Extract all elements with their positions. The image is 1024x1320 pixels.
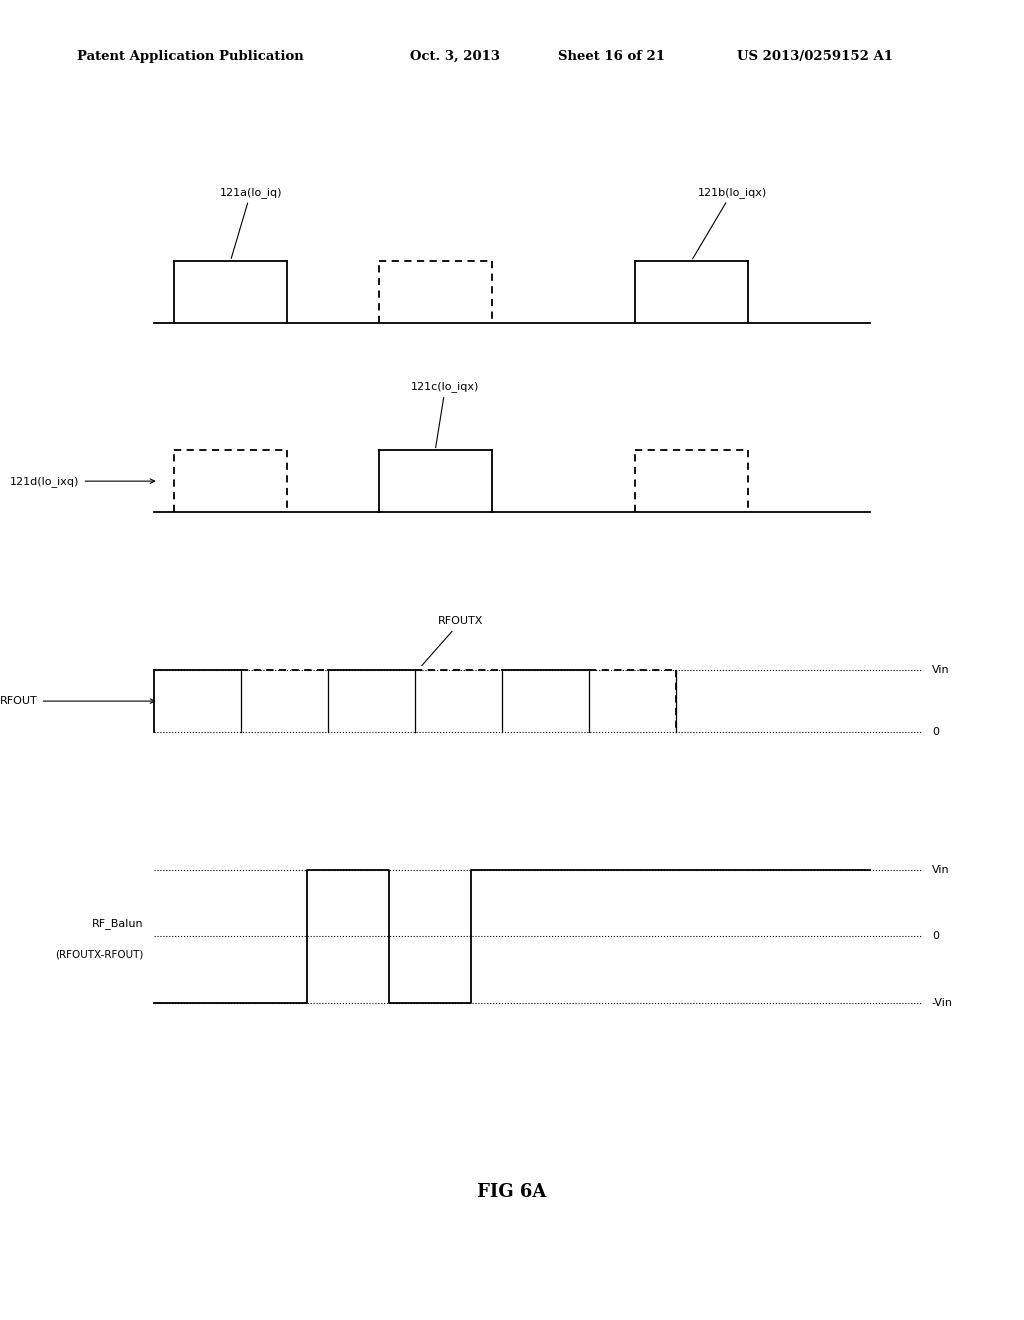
Text: Vin: Vin bbox=[932, 865, 949, 875]
Text: 0: 0 bbox=[932, 727, 939, 737]
Text: -Vin: -Vin bbox=[932, 998, 953, 1008]
Text: RFOUT: RFOUT bbox=[0, 696, 155, 706]
Text: Patent Application Publication: Patent Application Publication bbox=[77, 50, 303, 62]
Text: 121d(lo_ixq): 121d(lo_ixq) bbox=[10, 475, 155, 487]
Text: RFOUTX: RFOUTX bbox=[422, 616, 483, 665]
Text: Oct. 3, 2013: Oct. 3, 2013 bbox=[410, 50, 500, 62]
Text: RF_Balun: RF_Balun bbox=[92, 919, 143, 929]
Text: 121b(lo_iqx): 121b(lo_iqx) bbox=[692, 186, 767, 259]
Text: 0: 0 bbox=[932, 932, 939, 941]
Text: US 2013/0259152 A1: US 2013/0259152 A1 bbox=[737, 50, 893, 62]
Text: Sheet 16 of 21: Sheet 16 of 21 bbox=[558, 50, 665, 62]
Text: Vin: Vin bbox=[932, 665, 949, 676]
Text: 121c(lo_iqx): 121c(lo_iqx) bbox=[412, 381, 479, 447]
Text: (RFOUTX-RFOUT): (RFOUTX-RFOUT) bbox=[55, 949, 143, 960]
Text: FIG 6A: FIG 6A bbox=[477, 1183, 547, 1201]
Text: 121a(lo_iq): 121a(lo_iq) bbox=[219, 186, 283, 259]
